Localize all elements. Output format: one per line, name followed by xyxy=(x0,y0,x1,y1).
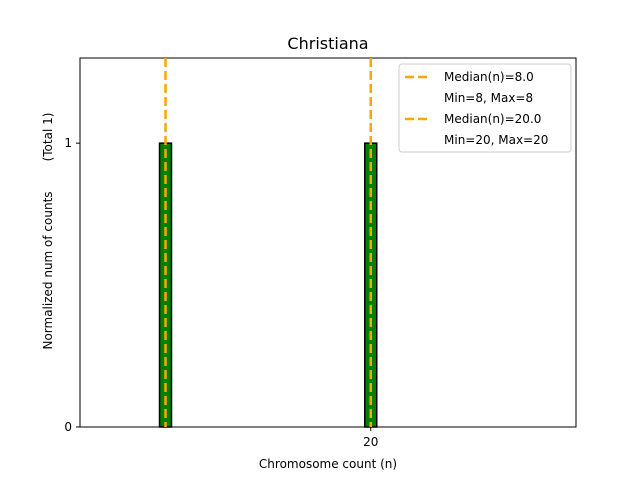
y-tick-label: 0 xyxy=(64,420,72,434)
legend: Median(n)=8.0 Min=8, Max=8 Median(n)=20.0 M… xyxy=(398,63,572,153)
y-axis-total-note: (Total 1) xyxy=(41,113,55,162)
legend-entry-label: Median(n)=8.0 xyxy=(444,70,534,84)
y-axis-label: Normalized num of counts xyxy=(41,191,55,349)
x-axis-ticks: 20 xyxy=(363,427,378,449)
x-tick-label: 20 xyxy=(363,435,378,449)
legend-entry-label: Median(n)=20.0 xyxy=(444,112,541,126)
y-tick-label: 1 xyxy=(64,136,72,150)
x-axis-label: Chromosome count (n) xyxy=(259,457,397,471)
plot-area xyxy=(79,57,577,428)
median-lines xyxy=(164,58,373,427)
bars xyxy=(80,142,378,428)
y-axis-ticks: 01 xyxy=(64,136,80,434)
legend-box xyxy=(398,63,572,153)
legend-entry-range: Min=20, Max=20 xyxy=(444,133,548,147)
chart-title: Christiana xyxy=(287,34,368,53)
legend-entry-range: Min=8, Max=8 xyxy=(444,91,533,105)
